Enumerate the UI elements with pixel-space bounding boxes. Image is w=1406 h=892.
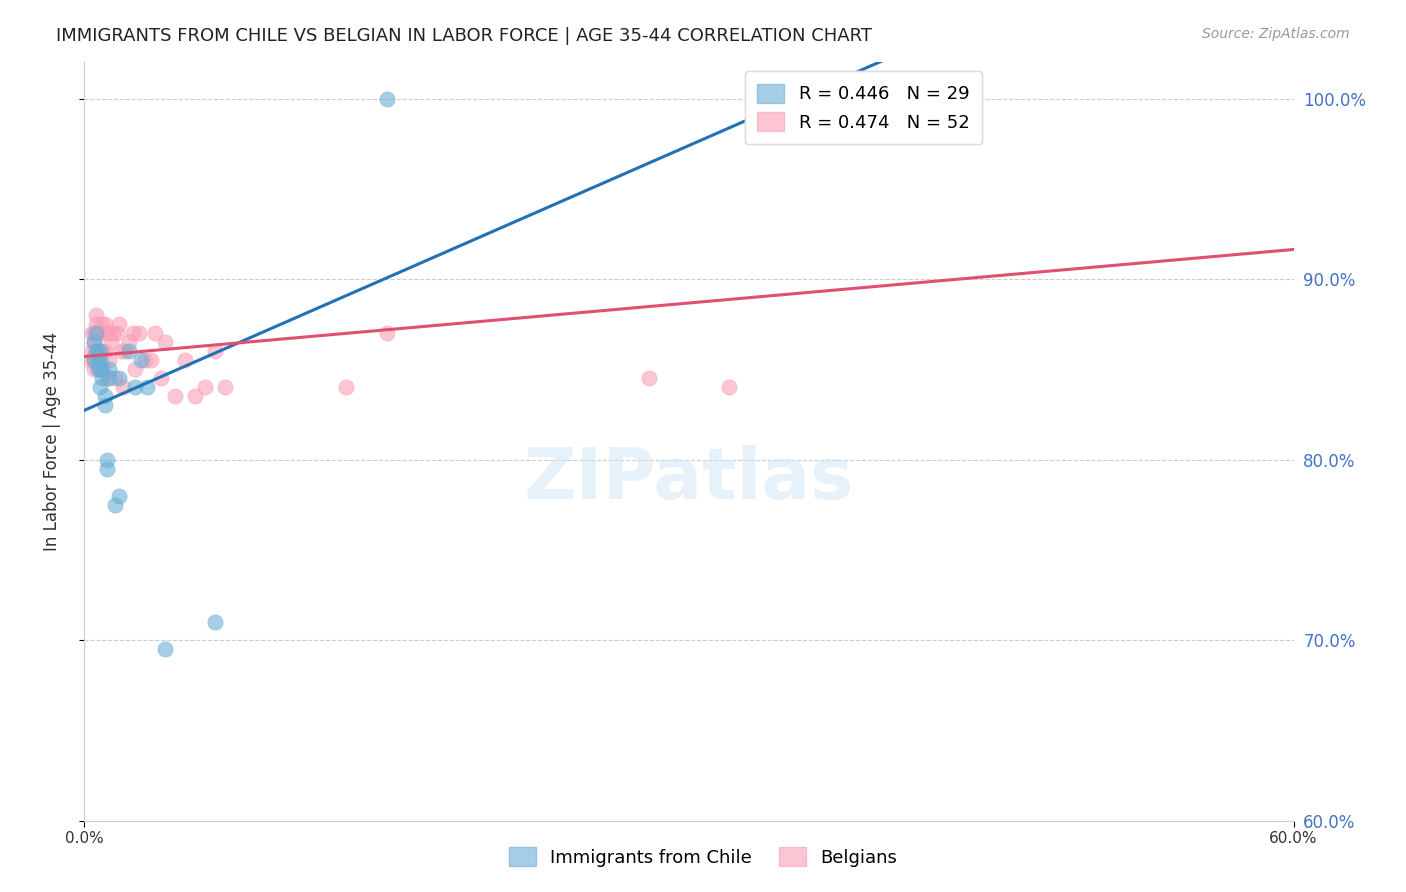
Point <box>82 344 104 359</box>
Legend: R = 0.446   N = 29, R = 0.474   N = 52: R = 0.446 N = 29, R = 0.474 N = 52 <box>745 71 983 145</box>
Point <box>104 371 127 385</box>
Point <box>93 344 115 359</box>
Point <box>86 317 108 331</box>
Point <box>91 371 114 385</box>
Point <box>107 489 129 503</box>
Point <box>97 353 120 368</box>
Point <box>97 326 120 341</box>
Point <box>135 380 157 394</box>
Point <box>97 371 120 385</box>
Legend: Immigrants from Chile, Belgians: Immigrants from Chile, Belgians <box>502 840 904 874</box>
Point <box>89 380 111 394</box>
Point <box>86 344 108 359</box>
Point <box>149 371 172 385</box>
Point <box>96 326 118 341</box>
Point <box>89 362 111 376</box>
Point <box>204 344 226 359</box>
Text: Source: ZipAtlas.com: Source: ZipAtlas.com <box>1202 27 1350 41</box>
Point <box>93 389 115 403</box>
Point <box>86 326 108 341</box>
Point <box>105 326 128 341</box>
Point <box>165 389 187 403</box>
Point <box>87 326 110 341</box>
Point <box>194 380 217 394</box>
Point <box>93 317 115 331</box>
Point <box>82 326 104 341</box>
Point <box>89 353 111 368</box>
Point <box>97 362 120 376</box>
Y-axis label: In Labor Force | Age 35-44: In Labor Force | Age 35-44 <box>42 332 60 551</box>
Point <box>79 353 101 368</box>
Point <box>86 353 108 368</box>
Point <box>83 353 105 368</box>
Point <box>87 344 110 359</box>
Point <box>93 399 115 413</box>
Point <box>83 353 105 368</box>
Point <box>89 326 111 341</box>
Point <box>839 110 862 124</box>
Point <box>100 335 122 350</box>
Point <box>637 371 659 385</box>
Point <box>118 344 141 359</box>
Point <box>184 389 207 403</box>
Point <box>111 380 134 394</box>
Point <box>89 353 111 368</box>
Text: IMMIGRANTS FROM CHILE VS BELGIAN IN LABOR FORCE | AGE 35-44 CORRELATION CHART: IMMIGRANTS FROM CHILE VS BELGIAN IN LABO… <box>56 27 872 45</box>
Point <box>83 326 105 341</box>
Point <box>118 335 141 350</box>
Point <box>101 326 124 341</box>
Point <box>104 498 127 512</box>
Point <box>87 362 110 376</box>
Point <box>107 317 129 331</box>
Point <box>110 344 132 359</box>
Point <box>153 642 176 657</box>
Point <box>89 344 111 359</box>
Point <box>121 326 143 341</box>
Point <box>87 353 110 368</box>
Point <box>128 326 150 341</box>
Point <box>153 335 176 350</box>
Point <box>114 344 136 359</box>
Point <box>96 452 118 467</box>
Point <box>375 91 398 105</box>
Point <box>375 326 398 341</box>
Point <box>124 380 146 394</box>
Point <box>214 380 236 394</box>
Point <box>718 380 741 394</box>
Point <box>83 335 105 350</box>
Point <box>134 353 156 368</box>
Point <box>139 353 162 368</box>
Point <box>129 353 152 368</box>
Point <box>86 308 108 322</box>
Text: ZIPatlas: ZIPatlas <box>524 445 853 514</box>
Point <box>83 335 105 350</box>
Point <box>96 371 118 385</box>
Point <box>87 353 110 368</box>
Point <box>91 317 114 331</box>
Point <box>335 380 357 394</box>
Point <box>87 362 110 376</box>
Point <box>91 362 114 376</box>
Point <box>143 326 166 341</box>
Point <box>174 353 197 368</box>
Point <box>107 371 129 385</box>
Point <box>124 362 146 376</box>
Point <box>91 344 114 359</box>
Point <box>96 461 118 475</box>
Point <box>83 362 105 376</box>
Point <box>204 615 226 629</box>
Point <box>86 344 108 359</box>
